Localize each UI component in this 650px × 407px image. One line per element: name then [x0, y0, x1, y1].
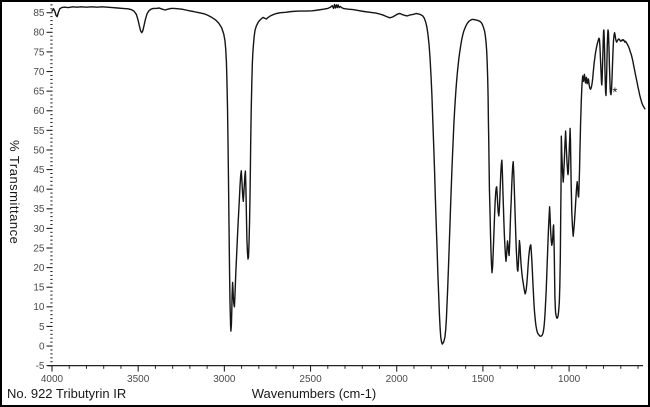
svg-text:10: 10 — [33, 302, 45, 313]
svg-text:3000: 3000 — [213, 374, 236, 385]
spectrum-title: No. 922 Tributyrin IR — [7, 386, 127, 401]
spectrum-trace — [51, 3, 646, 345]
svg-text:45: 45 — [33, 165, 45, 176]
svg-text:75: 75 — [33, 47, 45, 58]
svg-text:60: 60 — [33, 106, 45, 117]
svg-text:2500: 2500 — [299, 374, 322, 385]
svg-text:70: 70 — [33, 67, 45, 78]
svg-text:1000: 1000 — [558, 374, 581, 385]
x-axis-title: Wavenumbers (cm-1) — [251, 386, 377, 401]
svg-text:65: 65 — [33, 87, 45, 98]
svg-text:35: 35 — [33, 204, 45, 215]
svg-text:30: 30 — [33, 224, 45, 235]
svg-text:0: 0 — [39, 341, 45, 352]
svg-text:80: 80 — [33, 28, 45, 39]
svg-text:2000: 2000 — [386, 374, 409, 385]
svg-text:20: 20 — [33, 263, 45, 274]
svg-text:55: 55 — [33, 126, 45, 137]
svg-text:*: * — [612, 85, 617, 100]
svg-text:-5: -5 — [36, 361, 45, 372]
svg-text:25: 25 — [33, 243, 45, 254]
svg-text:40: 40 — [33, 185, 45, 196]
y-axis-title: % Transmittance — [7, 140, 22, 245]
svg-text:1500: 1500 — [472, 374, 495, 385]
svg-text:4000: 4000 — [41, 374, 64, 385]
svg-text:5: 5 — [39, 322, 45, 333]
svg-text:50: 50 — [33, 145, 45, 156]
svg-text:15: 15 — [33, 283, 45, 294]
svg-text:85: 85 — [33, 8, 45, 19]
svg-text:3500: 3500 — [127, 374, 150, 385]
